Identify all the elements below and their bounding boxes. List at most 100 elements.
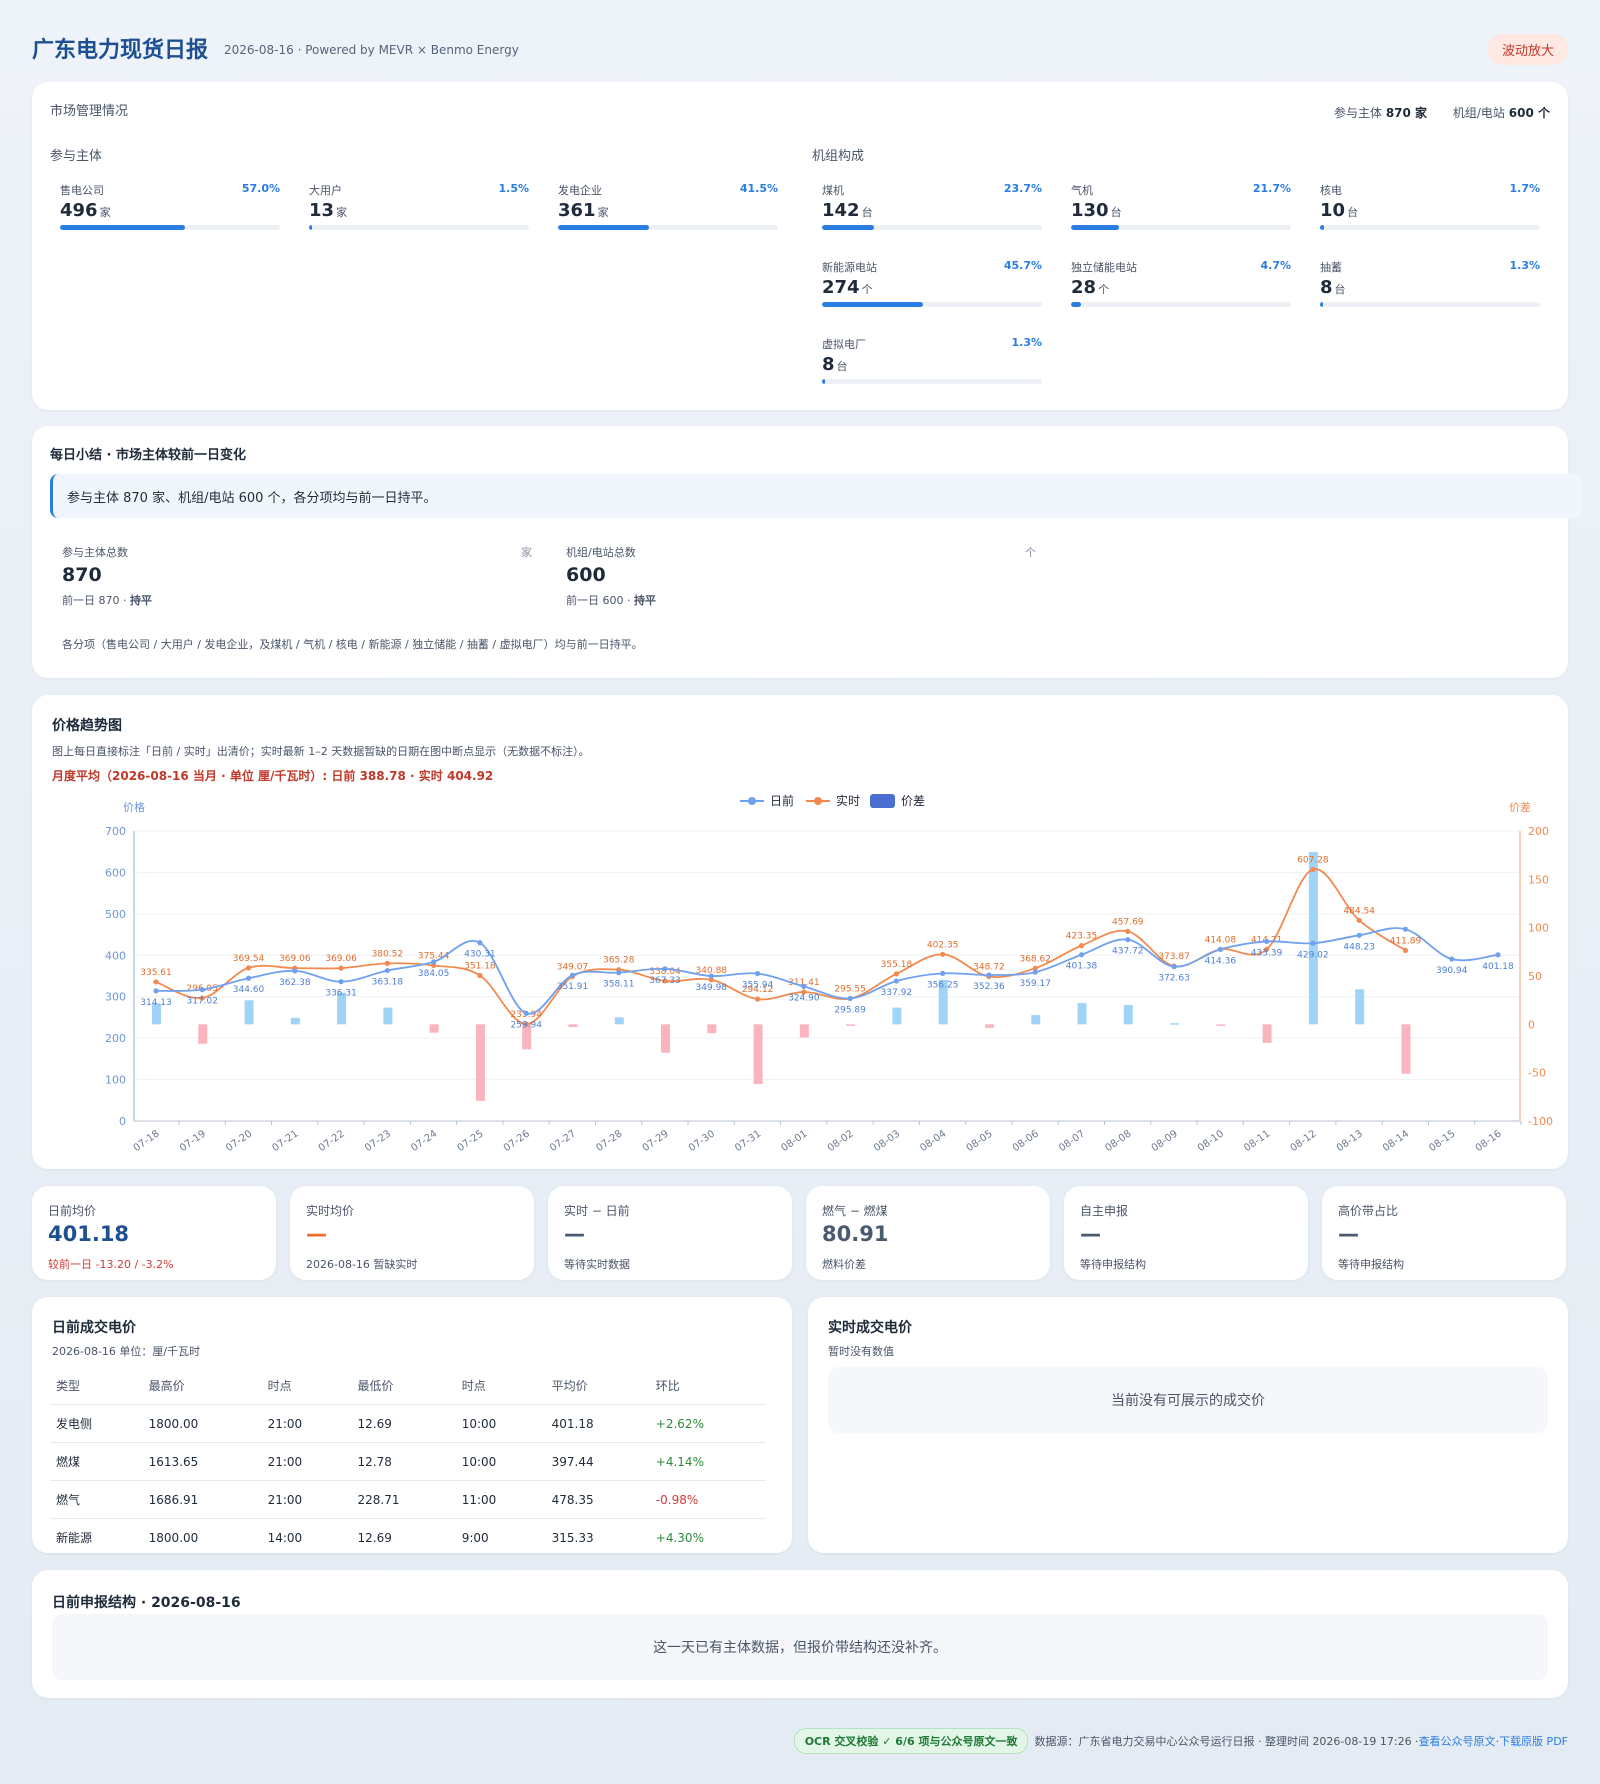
metric-tile: 新能源电站 45.7% 274 个 [822, 259, 1042, 307]
realtime-point [1310, 866, 1316, 873]
daily-item-prev: 前一日 600 · [566, 594, 634, 607]
realtime-point [1032, 965, 1038, 971]
metric-value: 130 [1071, 200, 1109, 221]
table-cell-change: +4.14% [649, 1442, 766, 1481]
zoom-button[interactable]: 波动放大 [1487, 34, 1568, 65]
dayahead-data-label: 344.60 [233, 985, 265, 995]
metric-progress-track [822, 302, 1042, 307]
dayahead-data-label: 352.36 [973, 982, 1005, 992]
x-tick-label: 08-02 [826, 1128, 856, 1154]
realtime-data-label: 351.18 [464, 962, 496, 972]
dayahead-point [1171, 964, 1177, 970]
kpi-sub: 燃料价差 [822, 1258, 866, 1271]
table-cell: 9:00 [461, 1530, 489, 1545]
table-cell: 燃气 [50, 1480, 143, 1519]
kpi-value: 401.18 [48, 1222, 130, 1246]
diff-bar [152, 1003, 161, 1025]
metric-progress-fill [1320, 225, 1324, 230]
metric-unit: 个 [861, 283, 873, 296]
dayahead-point [153, 988, 159, 994]
column-header: 最高价 [142, 1367, 262, 1405]
realtime-data-label: 484.54 [1343, 906, 1375, 916]
table-cell: 478.35 [545, 1480, 650, 1519]
diff-bar [1170, 1023, 1180, 1025]
table-row: 发电侧 1800.00 21:00 12.69 10:00 401.18 +2.… [50, 1404, 766, 1443]
metric-unit: 台 [861, 206, 873, 219]
metric-value: 13 [309, 200, 335, 221]
realtime-point [523, 1021, 529, 1027]
x-tick-label: 07-30 [687, 1128, 717, 1154]
dayahead-data-label: 259.94 [510, 1020, 542, 1030]
y-left-tick-label: 0 [119, 1115, 126, 1128]
table-cell: 12.78 [351, 1442, 456, 1481]
realtime-data-label: 365.28 [603, 956, 635, 966]
diff-bar [522, 1024, 532, 1050]
kpi-card-gas-minus-coal: 燃气 − 燃煤 80.91 燃料价差 [806, 1186, 1050, 1280]
kpi-value: — [306, 1222, 327, 1246]
kpi-sub: 等待申报结构 [1080, 1258, 1146, 1271]
x-tick-label: 07-19 [178, 1128, 208, 1154]
participants-total-value: 870 家 [1385, 106, 1428, 120]
metric-value-row: 142 台 [822, 200, 1042, 221]
metric-tile: 虚拟电厂 1.3% 8 台 [822, 336, 1042, 384]
realtime-data-label: 294.12 [742, 985, 774, 995]
y-right-tick-label: 200 [1528, 825, 1549, 838]
diff-bar [892, 1007, 902, 1025]
y-left-tick-label: 400 [105, 949, 126, 962]
realtime-point [1402, 947, 1409, 953]
table-cell: 12.69 [351, 1404, 456, 1443]
kpi-card-self-declare: 自主申报 — 等待申报结构 [1064, 1186, 1308, 1280]
x-tick-label: 08-13 [1335, 1128, 1365, 1154]
realtime-data-label: 375.44 [418, 951, 450, 961]
kpi-sub: 等待申报结构 [1338, 1258, 1404, 1271]
metric-progress-track [558, 225, 778, 230]
realtime-data-label: 368.62 [1019, 954, 1051, 964]
table-cell: 21:00 [261, 1480, 352, 1519]
realtime-data-label: 295.55 [834, 985, 866, 995]
metric-percent: 1.5% [498, 182, 529, 195]
x-tick-label: 07-29 [641, 1128, 671, 1154]
dayahead-point [1495, 952, 1501, 958]
metric-progress-fill [822, 225, 875, 230]
y-left-tick-label: 100 [105, 1074, 126, 1087]
realtime-point [662, 978, 668, 984]
realtime-point [1356, 917, 1362, 923]
metric-unit: 台 [836, 360, 848, 373]
legend-marker-realtime [814, 797, 822, 805]
kpi-card-realtime-minus-dayahead: 实时 − 日前 — 等待实时数据 [548, 1186, 792, 1280]
metric-tile: 大用户 1.5% 13 家 [309, 182, 529, 230]
metric-percent: 1.3% [1509, 259, 1540, 272]
realtime-point [754, 996, 761, 1002]
trend-chart: 0 100 200 300 400 500 600 700 -100 -50 0 50 100 150 20… [105, 793, 1553, 1154]
metric-value: 8 [1320, 277, 1333, 298]
x-tick-label: 08-10 [1196, 1128, 1226, 1154]
diff-bar [614, 1017, 624, 1025]
table-cell: 新能源 [56, 1531, 93, 1545]
daily-item-unit: 个 [1025, 546, 1036, 559]
bid-structure-title: 日前申报结构 · 2026-08-16 [52, 1595, 241, 1611]
dayahead-point [477, 940, 483, 946]
diff-bar [290, 1017, 300, 1025]
realtime-point [384, 960, 390, 966]
metric-tile: 独立储能电站 4.7% 28 个 [1071, 259, 1291, 307]
dayahead-line [155, 927, 1499, 1015]
y-left-tick-label: 500 [105, 908, 126, 921]
metric-percent: 45.7% [1003, 259, 1042, 272]
table-cell: 397.44 [545, 1442, 650, 1481]
metric-value: 496 [60, 200, 98, 221]
legend-label-dayahead: 日前 [770, 793, 794, 808]
column-header: 时点 [455, 1367, 546, 1405]
daily-item-units: 机组/电站总数 个 600 前一日 600 · 持平 [566, 544, 1036, 608]
metric-tile: 气机 21.7% 130 台 [1071, 182, 1291, 230]
x-tick-label: 07-20 [224, 1128, 254, 1154]
x-tick-label: 07-23 [363, 1128, 393, 1154]
metric-progress-track [309, 225, 529, 230]
table-cell: 21:00 [261, 1404, 352, 1443]
download-pdf-link[interactable]: 下载原版 PDF [1499, 1735, 1568, 1748]
view-original-link[interactable]: 查看公众号原文 [1418, 1735, 1496, 1748]
diff-bar [984, 1024, 994, 1028]
market-card: 市场管理情况 参与主体 870 家 机组/电站 600 个 参与主体 机组构成 … [32, 82, 1568, 410]
realtime-point [801, 989, 807, 995]
y-right-tick-label: 50 [1528, 970, 1542, 983]
dayahead-point [292, 968, 298, 974]
